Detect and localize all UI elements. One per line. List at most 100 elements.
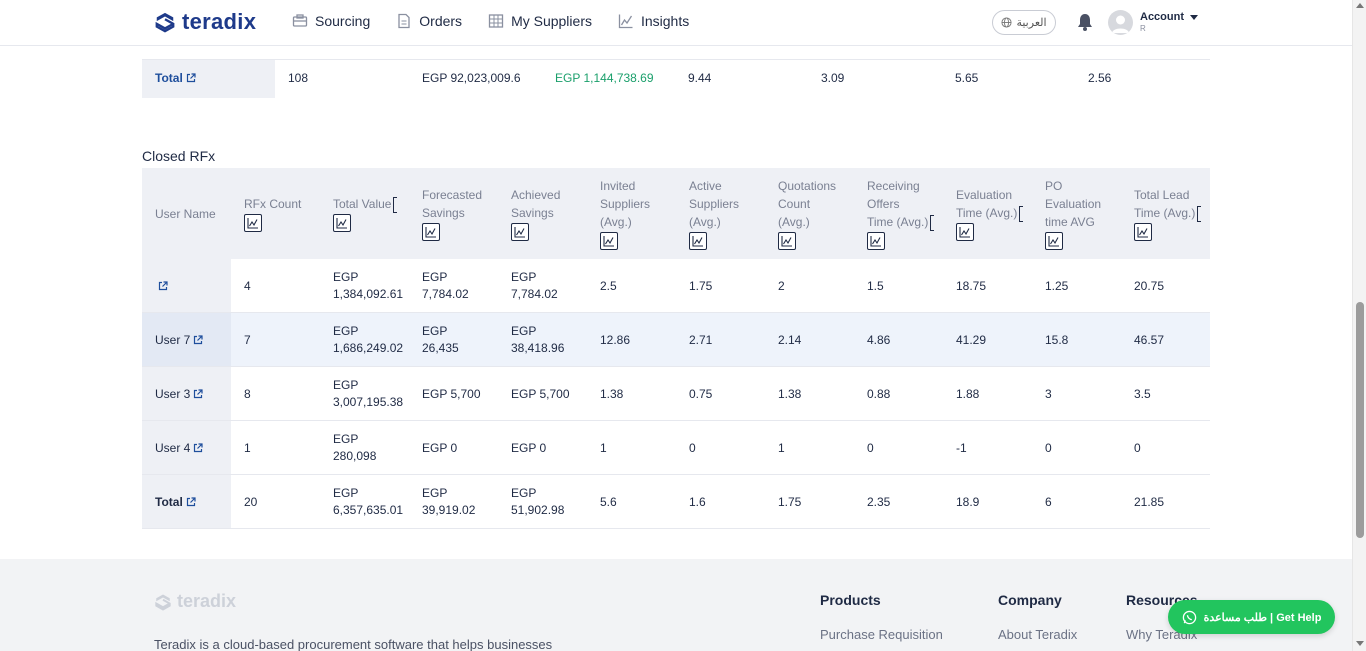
vertical-scrollbar[interactable] bbox=[1352, 0, 1366, 651]
cell-text: EGP bbox=[511, 270, 537, 284]
chart-view-button[interactable] bbox=[600, 231, 618, 250]
cell-active: 0 bbox=[689, 440, 696, 455]
cell-quotations: 1.38 bbox=[778, 386, 802, 401]
avatar[interactable] bbox=[1108, 10, 1133, 35]
chart-view-button[interactable] bbox=[867, 231, 885, 250]
user-name-link[interactable] bbox=[155, 259, 168, 313]
column-header-text: (Avg.) bbox=[600, 215, 632, 230]
chart-button-wrap bbox=[511, 222, 560, 241]
document-icon bbox=[398, 13, 410, 29]
name-cell-bg bbox=[142, 475, 231, 528]
nav-sourcing[interactable]: Sourcing bbox=[292, 13, 370, 29]
account-sub-label: R bbox=[1140, 24, 1146, 33]
chart-view-button[interactable] bbox=[956, 222, 974, 241]
language-toggle[interactable]: العربية bbox=[992, 10, 1056, 35]
cell-quotations: 1 bbox=[778, 440, 785, 455]
total-value: EGP 92,023,009.6 bbox=[422, 71, 521, 85]
account-menu[interactable]: Account bbox=[1140, 11, 1198, 23]
cell-total-value: EGP 1,384,092.61 bbox=[333, 259, 403, 313]
resize-handle[interactable] bbox=[1197, 205, 1202, 222]
column-header-text: Quotations bbox=[778, 179, 837, 194]
resize-handle[interactable] bbox=[1019, 205, 1024, 222]
column-header: Active Suppliers (Avg.) bbox=[689, 168, 739, 259]
nav-insights[interactable]: Insights bbox=[618, 13, 689, 29]
nav-orders[interactable]: Orders bbox=[396, 13, 462, 29]
get-help-label: طلب مساعدة | Get Help bbox=[1203, 611, 1322, 624]
resize-handle[interactable] bbox=[930, 214, 935, 231]
nav-my-suppliers[interactable]: My Suppliers bbox=[488, 13, 592, 29]
cell-text: 280,098 bbox=[333, 449, 377, 463]
line-chart-icon bbox=[1137, 226, 1148, 238]
column-header-text: Time (Avg.) bbox=[1134, 204, 1202, 222]
user-name-link[interactable]: User 3 bbox=[155, 367, 203, 421]
user-name-link[interactable]: User 4 bbox=[155, 421, 203, 475]
scroll-thumb[interactable] bbox=[1356, 302, 1364, 538]
chart-button-wrap bbox=[600, 231, 650, 250]
scroll-up-arrow-icon[interactable] bbox=[1356, 3, 1364, 8]
cell-rfx-count: 1 bbox=[244, 440, 251, 455]
cell-text: EGP 0 bbox=[511, 440, 547, 455]
cell-achieved: EGP 38,418.96 bbox=[511, 313, 564, 367]
column-header-text: Time (Avg.) bbox=[867, 213, 935, 231]
bell-icon[interactable] bbox=[1075, 12, 1095, 32]
chart-view-button[interactable] bbox=[689, 231, 707, 250]
column-header-text: Forecasted bbox=[422, 188, 483, 203]
scroll-down-arrow-icon[interactable] bbox=[1356, 641, 1364, 646]
top-navbar: teradix Sourcing Orders My Suppliers Ins… bbox=[0, 0, 1352, 46]
line-chart-icon bbox=[692, 235, 703, 247]
column-header-text: User Name bbox=[155, 206, 216, 221]
user-name-link[interactable]: Total bbox=[155, 475, 196, 529]
cell-lead: 3.5 bbox=[1134, 386, 1151, 401]
user-name-text: Total bbox=[155, 494, 183, 509]
user-icon bbox=[1112, 15, 1129, 33]
external-link-icon bbox=[186, 73, 196, 83]
column-header-text: Receiving bbox=[867, 179, 920, 194]
column-header-text: Savings bbox=[422, 206, 465, 221]
teradix-logo[interactable]: teradix bbox=[154, 9, 256, 35]
cell-invited: 2.5 bbox=[600, 278, 617, 293]
open-rfx-total-row: Total 108 EGP 92,023,009.6 EGP 1,144,738… bbox=[142, 59, 1210, 98]
chart-icon bbox=[618, 14, 633, 29]
footer-description: Teradix is a cloud-based procurement sof… bbox=[154, 637, 553, 651]
logo-icon bbox=[155, 594, 171, 611]
cell-lead: 46.57 bbox=[1134, 332, 1165, 347]
footer-link-about[interactable]: About Teradix bbox=[998, 627, 1078, 642]
cell-text: 26,435 bbox=[422, 341, 459, 355]
chart-view-button[interactable] bbox=[244, 213, 262, 232]
total-col5: 9.44 bbox=[688, 71, 712, 85]
user-name-line: Total bbox=[155, 494, 196, 511]
chart-button-wrap bbox=[422, 222, 482, 241]
total-link[interactable]: Total bbox=[155, 71, 196, 85]
footer-link-purchase-requisition[interactable]: Purchase Requisition bbox=[820, 627, 943, 642]
cell-achieved: EGP 5,700 bbox=[511, 367, 570, 421]
main-nav: Sourcing Orders My Suppliers Insights bbox=[292, 13, 689, 29]
total-achieved-savings: EGP 1,144,738.69 bbox=[555, 71, 654, 85]
user-name-text: User 7 bbox=[155, 332, 191, 347]
chart-view-button[interactable] bbox=[333, 213, 351, 232]
name-cell-bg bbox=[142, 367, 231, 420]
column-header-text: Total Lead bbox=[1134, 188, 1190, 203]
chart-view-button[interactable] bbox=[1134, 222, 1152, 241]
user-name-link[interactable]: User 7 bbox=[155, 313, 203, 367]
cell-text: 7,784.02 bbox=[511, 287, 558, 301]
cell-po-eval: 1.25 bbox=[1045, 278, 1069, 293]
cell-text: 3,007,195.38 bbox=[333, 395, 404, 409]
line-chart-icon bbox=[781, 235, 792, 247]
cell-text: 38,418.96 bbox=[511, 341, 565, 355]
chart-view-button[interactable] bbox=[511, 222, 529, 241]
chart-button-wrap bbox=[244, 213, 301, 232]
footer-logo[interactable]: teradix bbox=[154, 591, 236, 612]
resize-handle[interactable] bbox=[393, 196, 398, 213]
get-help-button[interactable]: طلب مساعدة | Get Help bbox=[1168, 600, 1335, 634]
chart-button-wrap bbox=[1134, 222, 1201, 241]
chart-view-button[interactable] bbox=[778, 231, 796, 250]
external-link-icon bbox=[194, 442, 203, 452]
chart-button-wrap bbox=[778, 231, 836, 250]
chart-view-button[interactable] bbox=[422, 222, 440, 241]
total-col6: 3.09 bbox=[821, 71, 845, 85]
cell-receiving: 0.88 bbox=[867, 386, 891, 401]
chart-view-button[interactable] bbox=[1045, 231, 1063, 250]
column-header-text: Time (Avg.) bbox=[956, 204, 1024, 222]
total-name-cell bbox=[142, 60, 275, 98]
chart-button-wrap bbox=[689, 231, 739, 250]
